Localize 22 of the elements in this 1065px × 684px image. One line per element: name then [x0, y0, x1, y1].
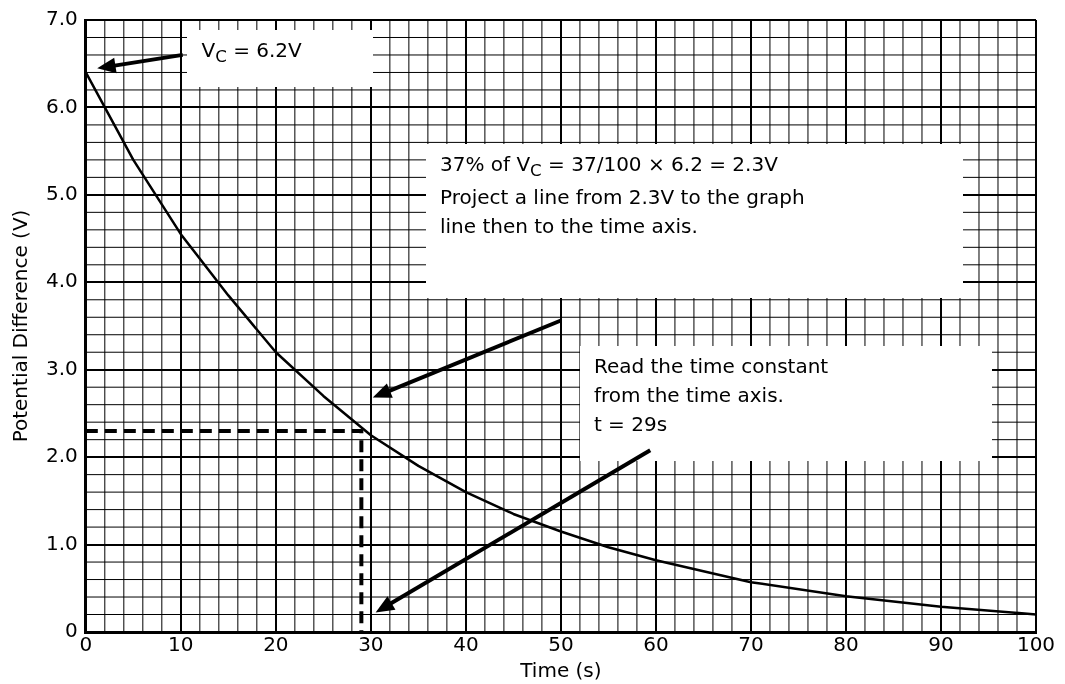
y-tick-label: 3.0	[45, 355, 78, 380]
x-tick-label: 60	[643, 632, 669, 657]
y-tick-label: 1.0	[45, 530, 78, 555]
y-tick-label: 6.0	[45, 93, 78, 118]
note-box: Read the time constant from the time axis. t = 29s	[579, 346, 993, 462]
x-tick-label: 70	[738, 632, 764, 657]
x-tick-label: 20	[263, 632, 289, 657]
y-tick-label: 2.0	[45, 443, 78, 468]
y-tick-label: 4.0	[45, 268, 78, 293]
x-tick-label: 50	[548, 632, 574, 657]
x-axis-title: Time (s)	[519, 658, 602, 683]
y-axis-title: Potential Difference (V)	[8, 209, 33, 443]
note-box: V$_{C}$ = 6.2V	[187, 30, 373, 87]
y-tick-label: 7.0	[45, 6, 78, 31]
x-tick-label: 90	[928, 632, 954, 657]
x-tick-label: 100	[1016, 632, 1056, 657]
x-tick-label: 80	[833, 632, 859, 657]
x-tick-label: 10	[168, 632, 194, 657]
x-tick-label: 40	[453, 632, 479, 657]
y-tick-label: 5.0	[45, 181, 78, 206]
note-box: 37% of V$_{C}$ = 37/100 × 6.2 = 2.3V Project a line from 2.3V to the graph line then to the time axis.	[425, 144, 963, 298]
x-tick-label: 30	[358, 632, 384, 657]
